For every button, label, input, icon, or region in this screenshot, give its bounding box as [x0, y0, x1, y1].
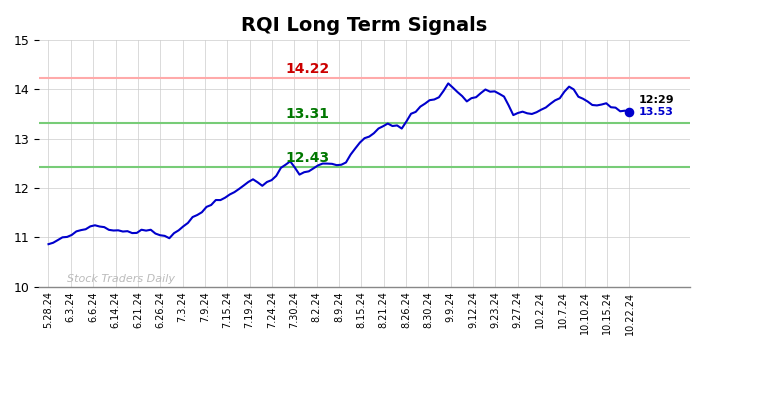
- Text: 14.22: 14.22: [285, 62, 330, 76]
- Point: [623, 109, 636, 115]
- Text: 13.31: 13.31: [285, 107, 330, 121]
- Text: 13.53: 13.53: [639, 107, 673, 117]
- Title: RQI Long Term Signals: RQI Long Term Signals: [241, 16, 488, 35]
- Text: 12:29: 12:29: [639, 95, 674, 105]
- Text: Stock Traders Daily: Stock Traders Daily: [67, 274, 175, 284]
- Text: 12.43: 12.43: [285, 151, 330, 165]
